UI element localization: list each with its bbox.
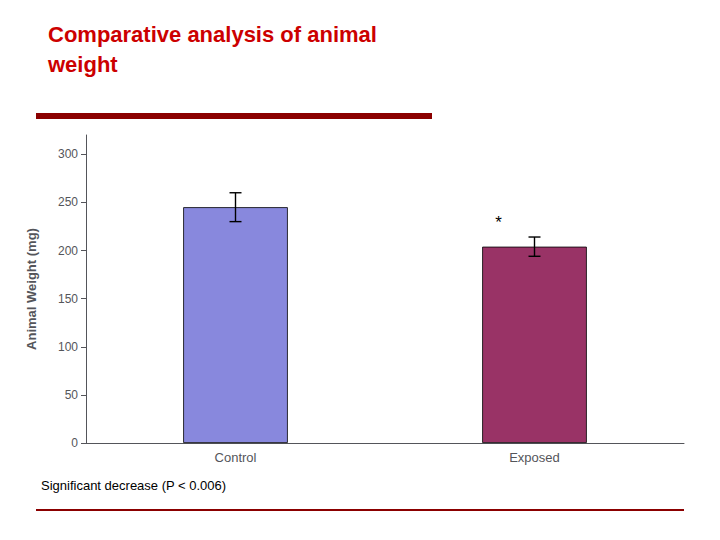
svg-text:Control: Control	[215, 450, 257, 465]
svg-text:100: 100	[58, 340, 78, 354]
svg-text:0: 0	[71, 436, 78, 450]
svg-text:300: 300	[58, 147, 78, 161]
svg-text:Comparative analysis of animal: Comparative analysis of animal	[48, 22, 377, 47]
svg-text:250: 250	[58, 195, 78, 209]
svg-text:*: *	[495, 213, 502, 232]
svg-text:50: 50	[65, 388, 79, 402]
svg-text:150: 150	[58, 292, 78, 306]
svg-text:Animal Weight (mg): Animal Weight (mg)	[24, 228, 39, 350]
svg-text:weight: weight	[47, 52, 118, 77]
svg-text:Exposed: Exposed	[509, 450, 560, 465]
svg-text:Significant decrease (P < 0.00: Significant decrease (P < 0.006)	[41, 478, 226, 493]
svg-text:200: 200	[58, 244, 78, 258]
